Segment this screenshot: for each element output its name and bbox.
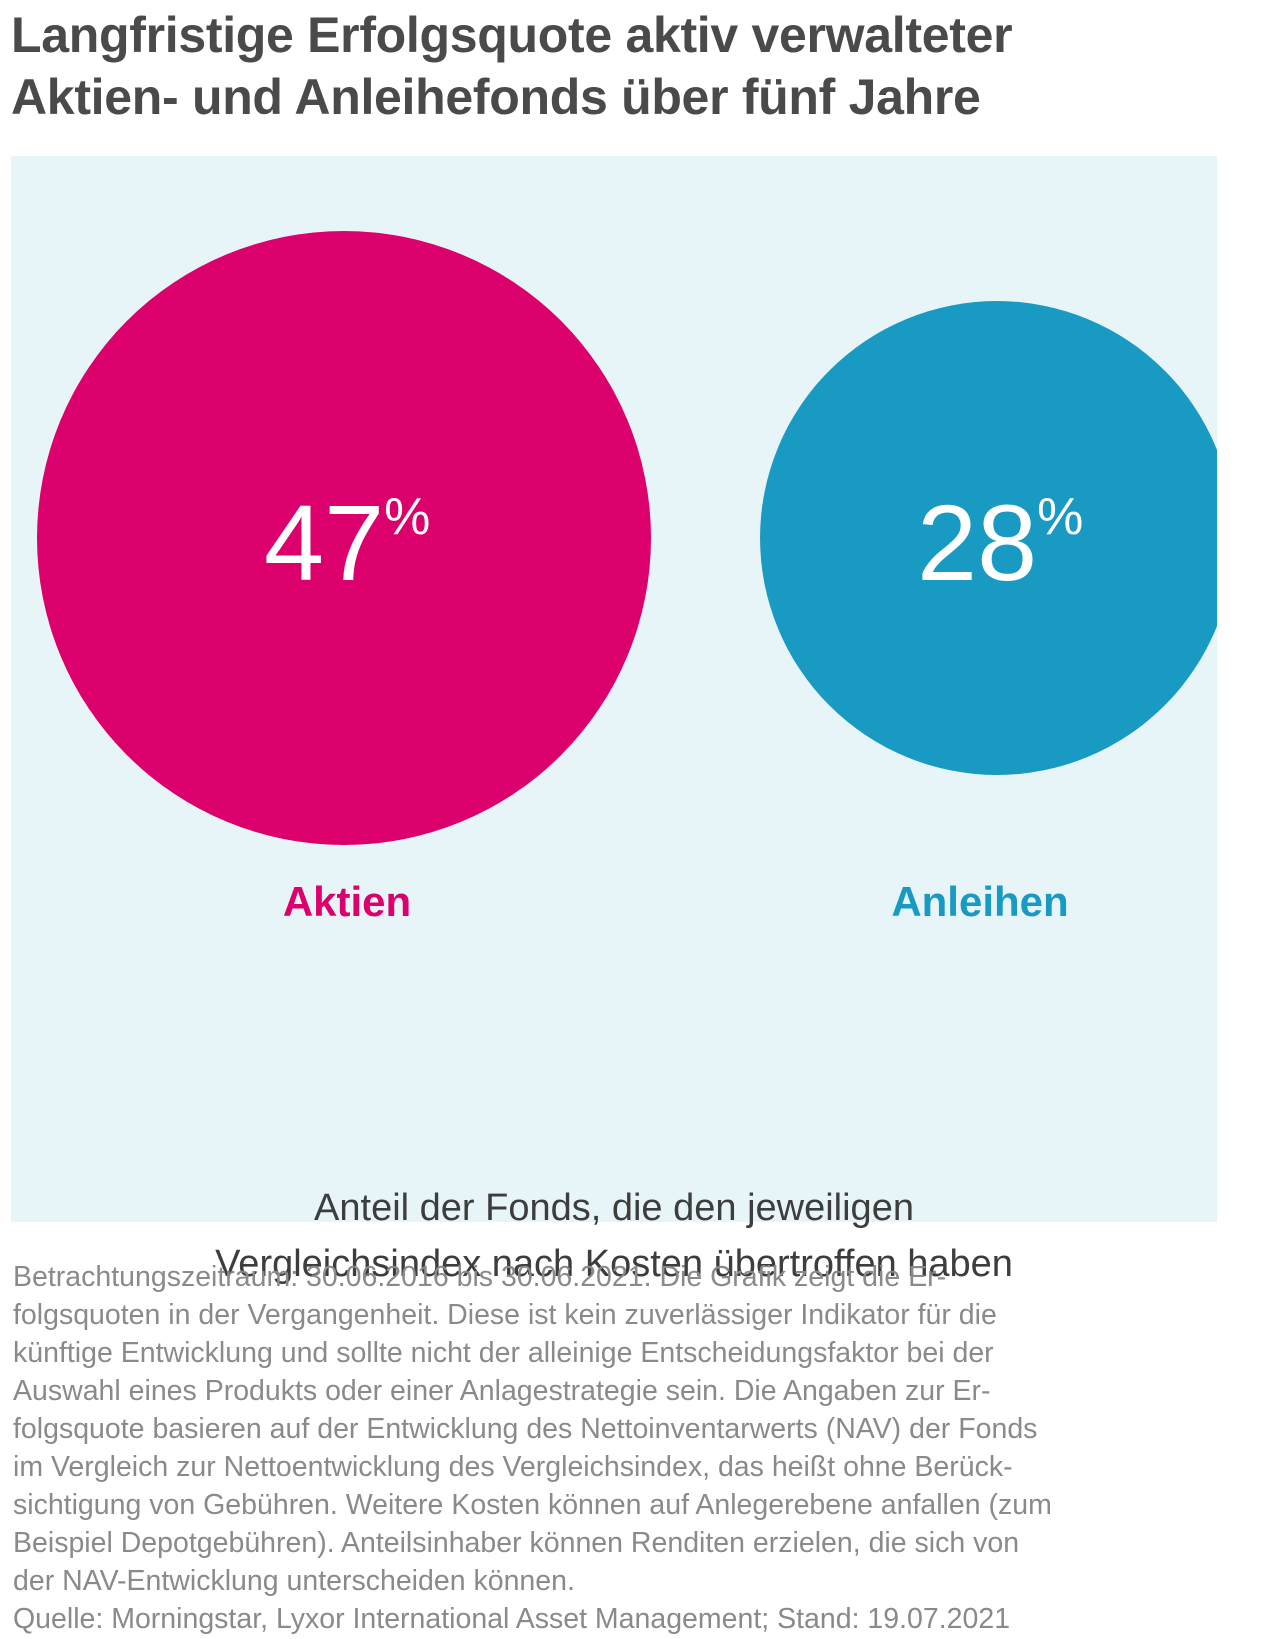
bubble-chart: 47% Aktien 28% Anleihen [37, 231, 1217, 925]
category-label-anleihen: Anleihen [891, 878, 1068, 925]
bubble-anleihen [760, 301, 1217, 775]
footnote-line-7: sichtigung von Gebühren. Weitere Kosten … [13, 1489, 1052, 1521]
footnote-line-5: folgsquote basieren auf der Entwicklung … [13, 1413, 1038, 1445]
footnote-line-6: im Vergleich zur Nettoentwicklung des Ve… [13, 1451, 1013, 1483]
footnote-line-3: künftige Entwicklung und sollte nicht de… [13, 1337, 994, 1369]
footnote-source: Quelle: Morningstar, Lyxor International… [13, 1603, 1011, 1635]
footnote: Betrachtungszeitraum: 30.06.2016 bis 30.… [13, 1258, 1258, 1638]
value-number-anleihen: 28 [917, 482, 1037, 603]
footnote-line-2: folgsquoten in der Vergangenheit. Diese … [13, 1299, 997, 1331]
value-label-aktien: 47% [264, 482, 430, 603]
value-unit-anleihen: % [1037, 488, 1083, 546]
value-number-aktien: 47 [264, 482, 384, 603]
value-label-anleihen: 28% [917, 482, 1083, 603]
caption-line-2: Vergleichsindex nach Kosten übertroffen … [215, 1243, 1013, 1285]
footnote-line-8: Beispiel Depotgebühren). Anteilsinhaber … [13, 1527, 1020, 1559]
chart-title: Langfristige Erfolgsquote aktiv verwalte… [11, 4, 1251, 128]
chart-panel: 47% Aktien 28% Anleihen Anteil der Fonds, d… [11, 156, 1217, 1285]
title-line-1: Langfristige Erfolgsquote aktiv verwalte… [11, 7, 1013, 63]
value-unit-aktien: % [384, 488, 430, 546]
footnote-line-9: der NAV-Entwicklung unterscheiden können… [13, 1565, 575, 1597]
chart-caption: Anteil der Fonds, die den jeweiligen Ver… [11, 1180, 1217, 1292]
footnote-line-1: Betrachtungszeitraum: 30.06.2016 bis 30.… [13, 1261, 947, 1293]
title-line-2: Aktien- und Anleihefonds über fünf Jahre [11, 69, 981, 125]
category-label-aktien: Aktien [283, 878, 411, 925]
footnote-line-4: Auswahl eines Produkts oder einer Anlage… [13, 1375, 991, 1407]
caption-line-1: Anteil der Fonds, die den jeweiligen [314, 1187, 914, 1229]
bubble-aktien [37, 231, 651, 845]
